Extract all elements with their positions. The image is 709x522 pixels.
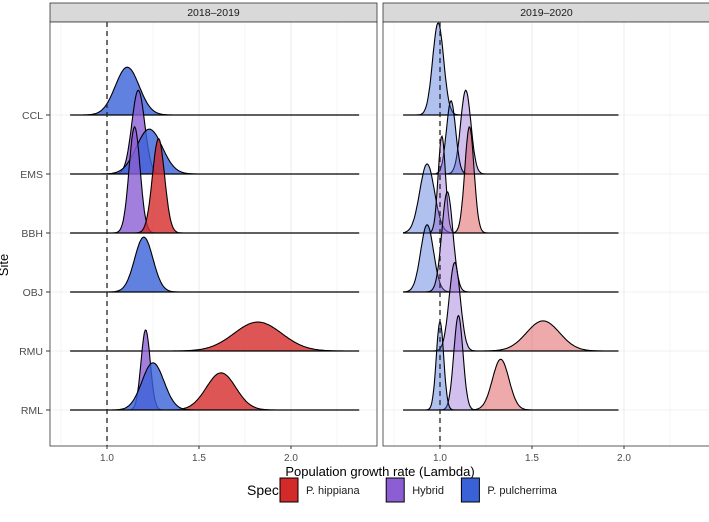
panel-background (383, 22, 709, 446)
legend-label: P. pulcherrima (487, 485, 557, 497)
x-axis-title: Population growth rate (Lambda) (285, 464, 474, 479)
density-EMS-ppulcherrima (403, 100, 619, 174)
y-tick-label-CCL: CCL (22, 110, 43, 122)
density-BBH-hybrid (70, 126, 360, 233)
y-axis-title: Site (0, 254, 11, 276)
panel-0: 2018–2019 1.0 1.5 2.0 (49, 2, 378, 464)
y-tick-label-OBJ: OBJ (23, 287, 43, 299)
density-RMU-phippiana (403, 320, 619, 351)
panel-title: 2018–2019 (187, 7, 240, 19)
x-tick-label: 1.0 (433, 453, 447, 464)
x-tick-label: 1.0 (100, 453, 114, 464)
x-tick-label: 2.0 (617, 453, 631, 464)
density-RMU-phippiana (70, 322, 360, 351)
y-tick-label-RML: RML (21, 405, 43, 417)
density-RML-phippiana (70, 372, 360, 410)
legend-label: Hybrid (412, 485, 444, 497)
y-tick-label-BBH: BBH (21, 228, 43, 240)
x-tick-label: 2.0 (284, 453, 298, 464)
legend-swatch (460, 477, 480, 503)
legend-swatch (279, 477, 299, 503)
panel-border (49, 21, 378, 447)
x-tick-label: 1.5 (192, 453, 206, 464)
panel-1: 2019–2020 1.0 1.5 2.0 (382, 2, 709, 464)
density-RML-ppulcherrima (70, 362, 360, 410)
density-RML-hybrid (403, 315, 619, 410)
y-tick-label-EMS: EMS (20, 169, 43, 181)
panel-border (382, 21, 709, 447)
legend: Species P. hippiana Hybrid P. pulcherrima (247, 477, 558, 503)
legend-label: P. hippiana (306, 485, 361, 497)
legend-swatch (385, 477, 405, 503)
density-OBJ-ppulcherrima (403, 224, 619, 292)
x-tick-label: 1.5 (525, 453, 539, 464)
panel-background (50, 22, 377, 446)
density-OBJ-ppulcherrima (70, 237, 360, 292)
density-BBH-ppulcherrima (403, 164, 619, 233)
density-RML-phippiana (403, 359, 619, 410)
y-tick-label-RMU: RMU (19, 346, 43, 358)
density-EMS-ppulcherrima (70, 129, 360, 174)
panel-title: 2019–2020 (520, 7, 573, 19)
density-RMU-hybrid (403, 262, 619, 351)
density-OBJ-hybrid (403, 191, 619, 292)
